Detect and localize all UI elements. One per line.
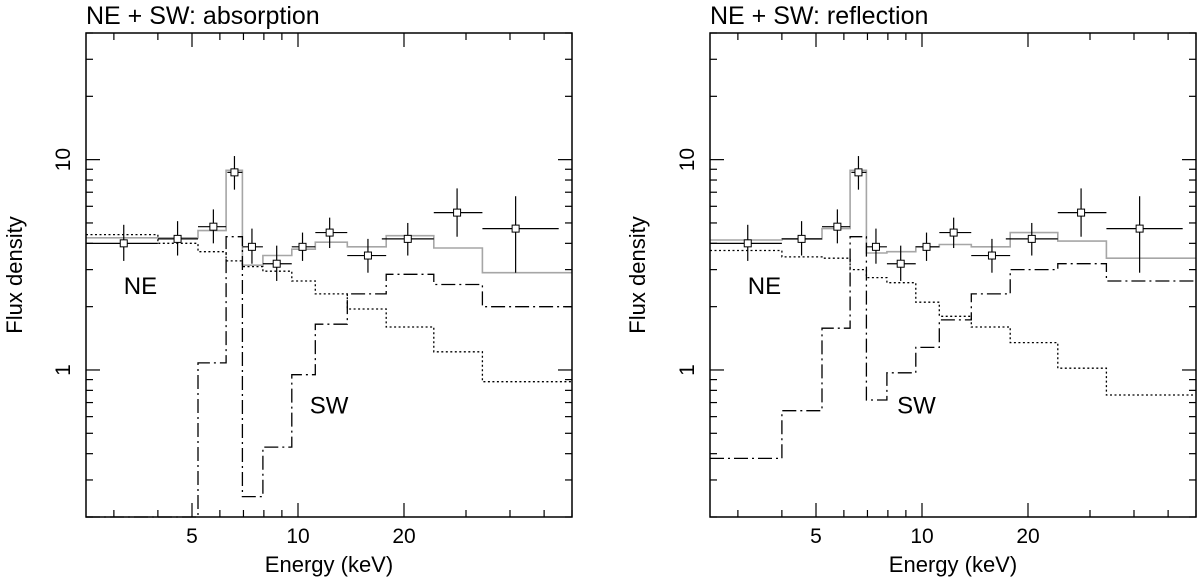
- annotation-sw: SW: [310, 393, 349, 420]
- annotation-ne: NE: [748, 273, 781, 300]
- data-marker: [325, 228, 334, 237]
- data-point: [482, 196, 559, 273]
- axes: [710, 32, 1197, 518]
- x-tick-label: 10: [286, 525, 309, 548]
- data-points: [86, 156, 559, 281]
- y-axis-label: Flux density: [625, 216, 650, 333]
- data-marker: [298, 242, 307, 251]
- annotations: NE SW: [748, 273, 936, 420]
- data-marker: [922, 242, 931, 251]
- plot-frame: [85, 32, 573, 518]
- tick-labels: 5 10 20 1 10: [676, 148, 1040, 548]
- data-marker: [854, 168, 863, 177]
- data-marker: [453, 208, 462, 217]
- y-tick-label: 10: [676, 148, 699, 171]
- panel-title: NE + SW: reflection: [710, 2, 928, 30]
- data-point: [1057, 188, 1107, 237]
- y-axis-label: Flux density: [2, 216, 27, 333]
- panel-title: NE + SW: absorption: [86, 2, 320, 30]
- data-point: [242, 228, 263, 264]
- data-point: [381, 222, 434, 256]
- annotations: NE SW: [124, 273, 349, 420]
- data-point: [86, 224, 158, 261]
- data-marker: [743, 239, 752, 248]
- data-marker: [1027, 234, 1036, 243]
- tick-labels: 5 10 20 1 10: [52, 148, 416, 548]
- data-point: [1106, 196, 1183, 273]
- x-tick-label: 20: [392, 525, 415, 548]
- data-point: [781, 221, 822, 256]
- data-point: [886, 245, 916, 281]
- data-marker: [511, 224, 520, 233]
- data-point: [939, 217, 972, 249]
- data-marker: [1077, 208, 1086, 217]
- data-marker: [987, 251, 996, 260]
- data-marker: [173, 234, 182, 243]
- data-marker: [247, 242, 256, 251]
- series-sw: [710, 236, 1196, 460]
- data-point: [1005, 222, 1058, 256]
- x-axis-label: Energy (keV): [265, 552, 393, 577]
- data-point: [157, 221, 198, 256]
- annotation-sw: SW: [897, 393, 936, 420]
- series-ne: [86, 233, 572, 383]
- axes: [86, 32, 573, 518]
- data-marker: [797, 234, 806, 243]
- data-point: [915, 232, 940, 261]
- data-marker: [949, 228, 958, 237]
- data-point: [315, 217, 348, 249]
- x-tick-label: 5: [810, 525, 822, 548]
- x-axis-label: Energy (keV): [889, 552, 1017, 577]
- data-point: [433, 188, 483, 237]
- model-series: [710, 169, 1196, 460]
- data-point: [347, 238, 387, 273]
- series-ne: [710, 249, 1196, 396]
- data-point: [866, 228, 887, 264]
- data-point: [710, 224, 782, 261]
- plot-frame: [709, 32, 1197, 518]
- annotation-ne: NE: [124, 273, 157, 300]
- series-sw: [86, 236, 572, 518]
- data-point: [227, 156, 243, 190]
- x-tick-label: 5: [186, 525, 198, 548]
- series-total-model: [710, 169, 1196, 259]
- data-marker: [896, 259, 905, 268]
- data-marker: [209, 222, 218, 231]
- data-point: [262, 245, 292, 281]
- y-tick-label: 1: [676, 364, 699, 376]
- data-point: [851, 156, 867, 190]
- data-marker: [119, 239, 128, 248]
- data-marker: [1135, 224, 1144, 233]
- panel-reflection: NE + SW: reflection 5 10 20 1 10 Energy (keV…: [625, 2, 1197, 577]
- data-marker: [272, 259, 281, 268]
- data-marker: [871, 242, 880, 251]
- data-point: [821, 209, 851, 244]
- data-marker: [403, 234, 412, 243]
- data-marker: [363, 251, 372, 260]
- y-tick-label: 10: [52, 148, 75, 171]
- panel-absorption: NE + SW: absorption 5 10 20 1 10 Energy (keV…: [2, 2, 573, 577]
- data-marker: [833, 222, 842, 231]
- data-point: [197, 209, 227, 244]
- y-tick-label: 1: [52, 364, 75, 376]
- data-point: [291, 232, 316, 261]
- x-tick-label: 20: [1016, 525, 1039, 548]
- data-point: [971, 238, 1011, 273]
- x-tick-label: 10: [910, 525, 933, 548]
- data-points: [710, 156, 1183, 281]
- data-marker: [230, 168, 239, 177]
